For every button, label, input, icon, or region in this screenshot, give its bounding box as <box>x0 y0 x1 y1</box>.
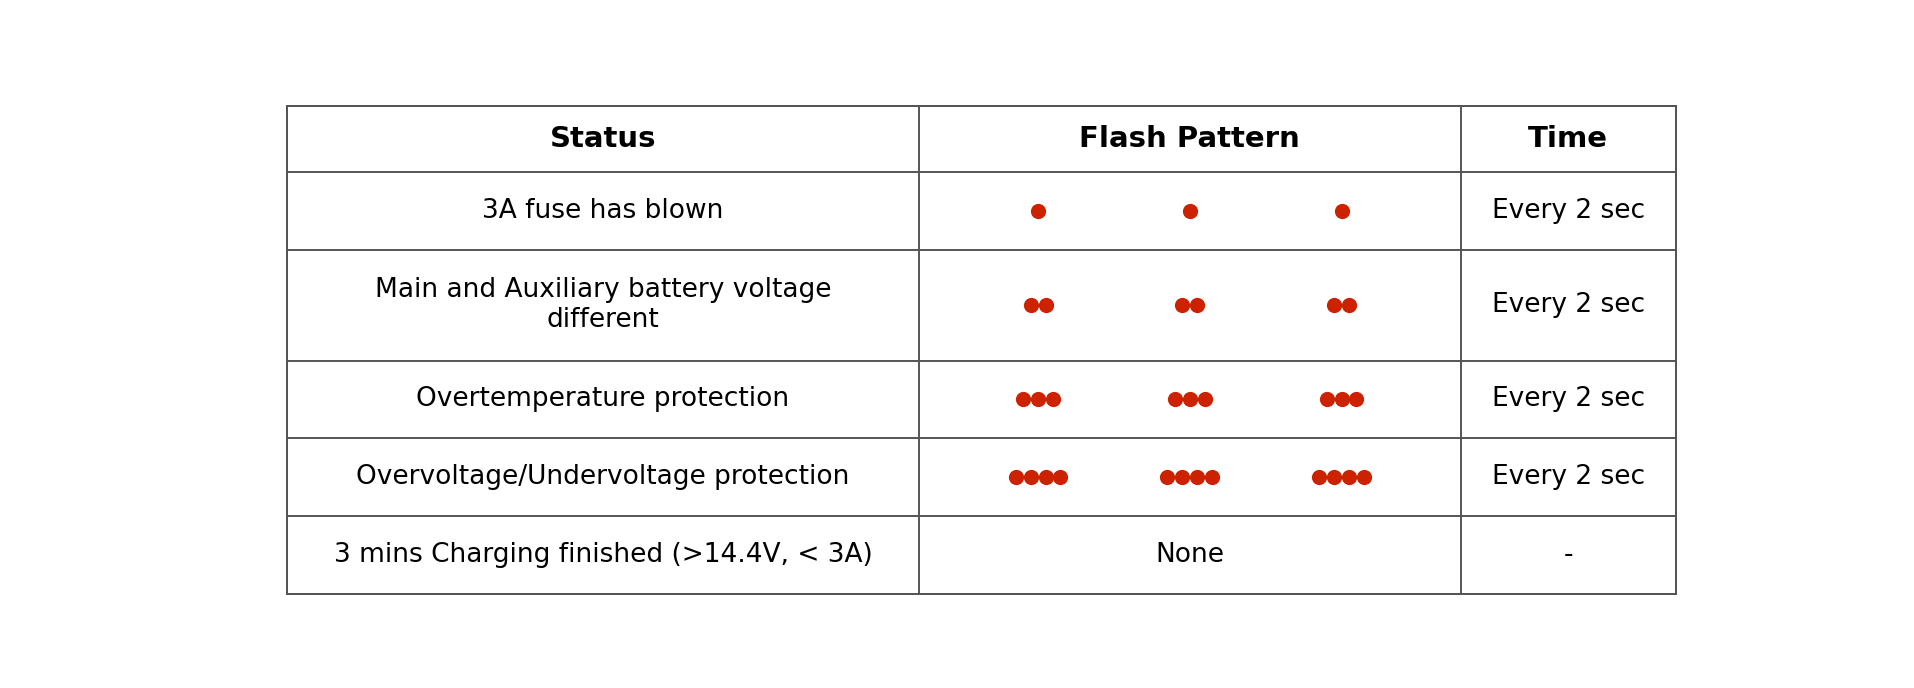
Point <box>1181 300 1212 311</box>
Text: 3A fuse has blown: 3A fuse has blown <box>482 198 723 224</box>
Text: -: - <box>1564 542 1571 568</box>
Point <box>1022 394 1053 405</box>
Point <box>1311 394 1342 405</box>
Text: Overvoltage/Undervoltage protection: Overvoltage/Undervoltage protection <box>356 464 850 490</box>
Text: Flash Pattern: Flash Pattern <box>1079 125 1300 153</box>
Point <box>1319 472 1349 483</box>
Text: Overtemperature protection: Overtemperature protection <box>415 387 789 412</box>
Text: None: None <box>1154 542 1223 568</box>
Text: Main and Auxiliary battery voltage
different: Main and Auxiliary battery voltage diffe… <box>375 277 831 333</box>
Text: Every 2 sec: Every 2 sec <box>1491 292 1644 319</box>
Point <box>1173 394 1204 405</box>
Point <box>1196 472 1227 483</box>
Point <box>1326 394 1357 405</box>
Point <box>1173 206 1204 217</box>
Text: 3 mins Charging finished (>14.4V, < 3A): 3 mins Charging finished (>14.4V, < 3A) <box>333 542 871 568</box>
Point <box>1045 472 1076 483</box>
Point <box>1030 300 1060 311</box>
Point <box>1332 300 1363 311</box>
Text: Every 2 sec: Every 2 sec <box>1491 198 1644 224</box>
Point <box>1014 300 1045 311</box>
Point <box>1166 300 1196 311</box>
Point <box>1166 472 1196 483</box>
Point <box>1037 394 1068 405</box>
Text: Status: Status <box>549 125 657 153</box>
Point <box>1152 472 1183 483</box>
Point <box>1007 394 1037 405</box>
Point <box>1303 472 1334 483</box>
Point <box>1319 300 1349 311</box>
Point <box>999 472 1030 483</box>
Text: Every 2 sec: Every 2 sec <box>1491 387 1644 412</box>
Point <box>1340 394 1370 405</box>
Point <box>1030 472 1060 483</box>
Point <box>1014 472 1045 483</box>
Point <box>1181 472 1212 483</box>
Point <box>1347 472 1378 483</box>
Point <box>1160 394 1191 405</box>
Point <box>1022 206 1053 217</box>
Text: Time: Time <box>1527 125 1608 153</box>
Point <box>1189 394 1219 405</box>
Point <box>1332 472 1363 483</box>
Text: Every 2 sec: Every 2 sec <box>1491 464 1644 490</box>
Point <box>1326 206 1357 217</box>
